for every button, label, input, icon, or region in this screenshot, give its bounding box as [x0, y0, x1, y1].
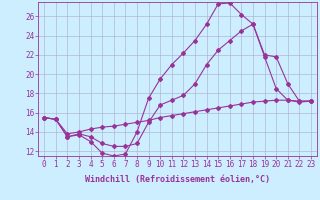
X-axis label: Windchill (Refroidissement éolien,°C): Windchill (Refroidissement éolien,°C)	[85, 175, 270, 184]
